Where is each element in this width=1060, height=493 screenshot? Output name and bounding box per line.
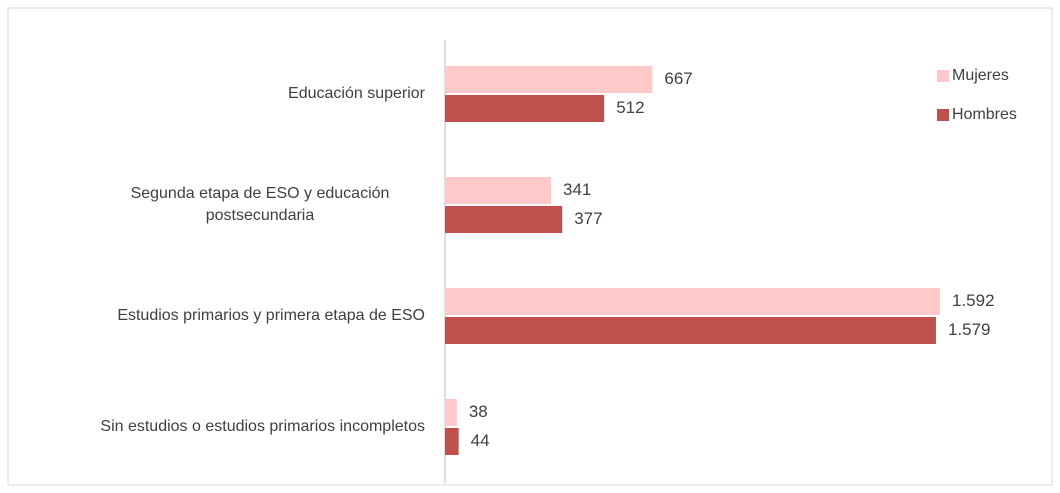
data-label: 341 <box>563 180 591 199</box>
bar <box>445 288 940 315</box>
category-label: Estudios primarios y primera etapa de ES… <box>117 307 425 324</box>
category-label: Educación superior <box>288 85 425 102</box>
bar <box>445 317 936 344</box>
category-label: Sin estudios o estudios primarios incomp… <box>100 418 425 435</box>
chart-frame <box>7 7 1053 486</box>
data-label: 1.579 <box>948 320 991 339</box>
bar <box>445 95 605 122</box>
bar <box>445 206 563 233</box>
legend-label: Mujeres <box>952 67 1009 84</box>
data-label: 38 <box>469 402 488 421</box>
legend-swatch <box>937 109 949 121</box>
bar <box>445 66 653 93</box>
data-label: 512 <box>616 98 644 117</box>
data-label: 44 <box>471 431 490 450</box>
legend-label: Hombres <box>952 106 1017 123</box>
bar <box>445 177 552 204</box>
category-label: Segunda etapa de ESO y educación postsec… <box>130 185 390 224</box>
data-label: 667 <box>664 69 692 88</box>
data-label: 1.592 <box>952 291 995 310</box>
data-label: 377 <box>574 209 602 228</box>
bar <box>445 428 459 455</box>
bar <box>445 399 457 426</box>
legend-swatch <box>937 70 949 82</box>
